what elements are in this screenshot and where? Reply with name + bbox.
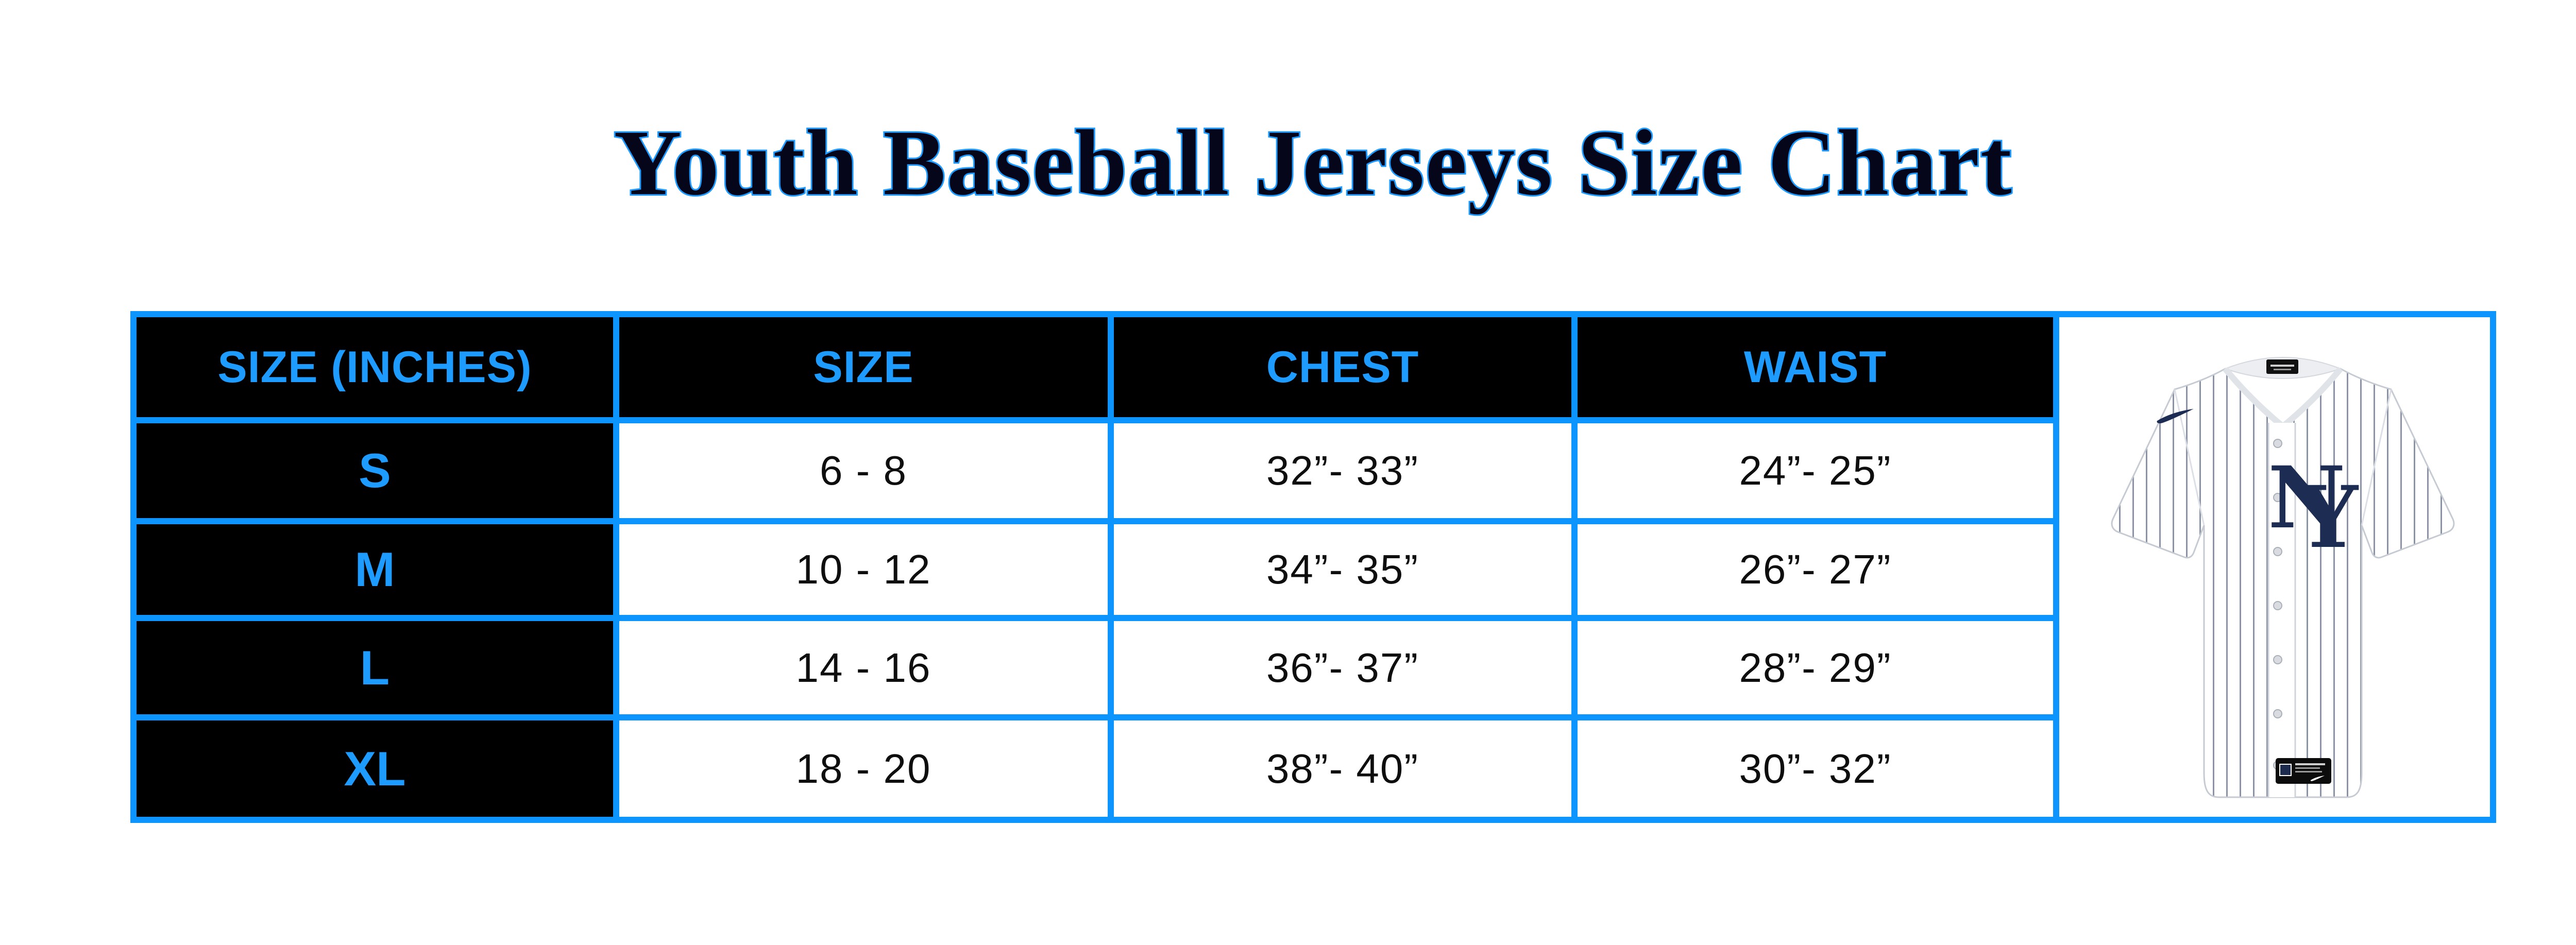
waist-value: 30”- 32” <box>1578 720 2053 817</box>
row-label-s: S <box>137 423 613 518</box>
jersey-product-panel: N Y <box>2059 317 2490 817</box>
chest-value: 34”- 35” <box>1114 524 1571 615</box>
size-value: 18 - 20 <box>619 720 1108 817</box>
size-chart-table: SIZE (INCHES) SIZE CHEST WAIST <box>130 311 2496 823</box>
size-range: 10 - 12 <box>795 546 931 592</box>
button-placket <box>2267 423 2296 797</box>
chest-value: 38”- 40” <box>1114 720 1571 817</box>
chest-range: 34”- 35” <box>1266 546 1419 592</box>
size-value: 6 - 8 <box>619 423 1108 518</box>
chest-range: 38”- 40” <box>1266 745 1419 792</box>
waist-value: 26”- 27” <box>1578 524 2053 615</box>
waist-range: 24”- 25” <box>1739 448 1892 493</box>
size-range: 18 - 20 <box>795 745 931 792</box>
nike-swoosh-icon <box>2157 409 2194 424</box>
monogram-y: Y <box>2296 467 2359 567</box>
row-label-l: L <box>137 621 613 714</box>
column-header-size-inches: SIZE (INCHES) <box>137 317 613 417</box>
waist-range: 30”- 32” <box>1739 745 1892 792</box>
waist-value: 28”- 29” <box>1578 621 2053 714</box>
size-range: 6 - 8 <box>819 448 908 493</box>
size-letter: S <box>359 443 391 497</box>
size-range: 14 - 16 <box>795 644 931 691</box>
column-header-label: SIZE (INCHES) <box>217 342 532 392</box>
jersey-image: N Y <box>2111 357 2455 798</box>
jock-tag <box>2276 758 2331 784</box>
collar-tag <box>2266 359 2298 374</box>
column-header-size: SIZE <box>619 317 1108 417</box>
size-letter: L <box>360 640 390 695</box>
column-header-label: CHEST <box>1266 342 1419 392</box>
waist-range: 26”- 27” <box>1739 546 1892 592</box>
page-title-row: Youth Baseball Jerseys Size Chart <box>130 109 2496 217</box>
monogram-n: N <box>2268 448 2346 547</box>
size-letter: XL <box>344 741 406 796</box>
row-label-xl: XL <box>137 720 613 817</box>
ny-monogram: N Y <box>2268 448 2359 567</box>
waist-value: 24”- 25” <box>1578 423 2053 518</box>
page-title: Youth Baseball Jerseys Size Chart <box>612 110 2013 216</box>
size-value: 10 - 12 <box>619 524 1108 615</box>
row-label-m: M <box>137 524 613 615</box>
chest-range: 36”- 37” <box>1266 644 1419 691</box>
size-letter: M <box>354 542 395 596</box>
column-header-chest: CHEST <box>1114 317 1571 417</box>
column-header-label: SIZE <box>813 342 914 392</box>
column-header-waist: WAIST <box>1578 317 2053 417</box>
size-value: 14 - 16 <box>619 621 1108 714</box>
chest-range: 32”- 33” <box>1266 448 1419 493</box>
column-header-label: WAIST <box>1743 342 1887 392</box>
chest-value: 32”- 33” <box>1114 423 1571 518</box>
waist-range: 28”- 29” <box>1739 644 1892 691</box>
chest-value: 36”- 37” <box>1114 621 1571 714</box>
